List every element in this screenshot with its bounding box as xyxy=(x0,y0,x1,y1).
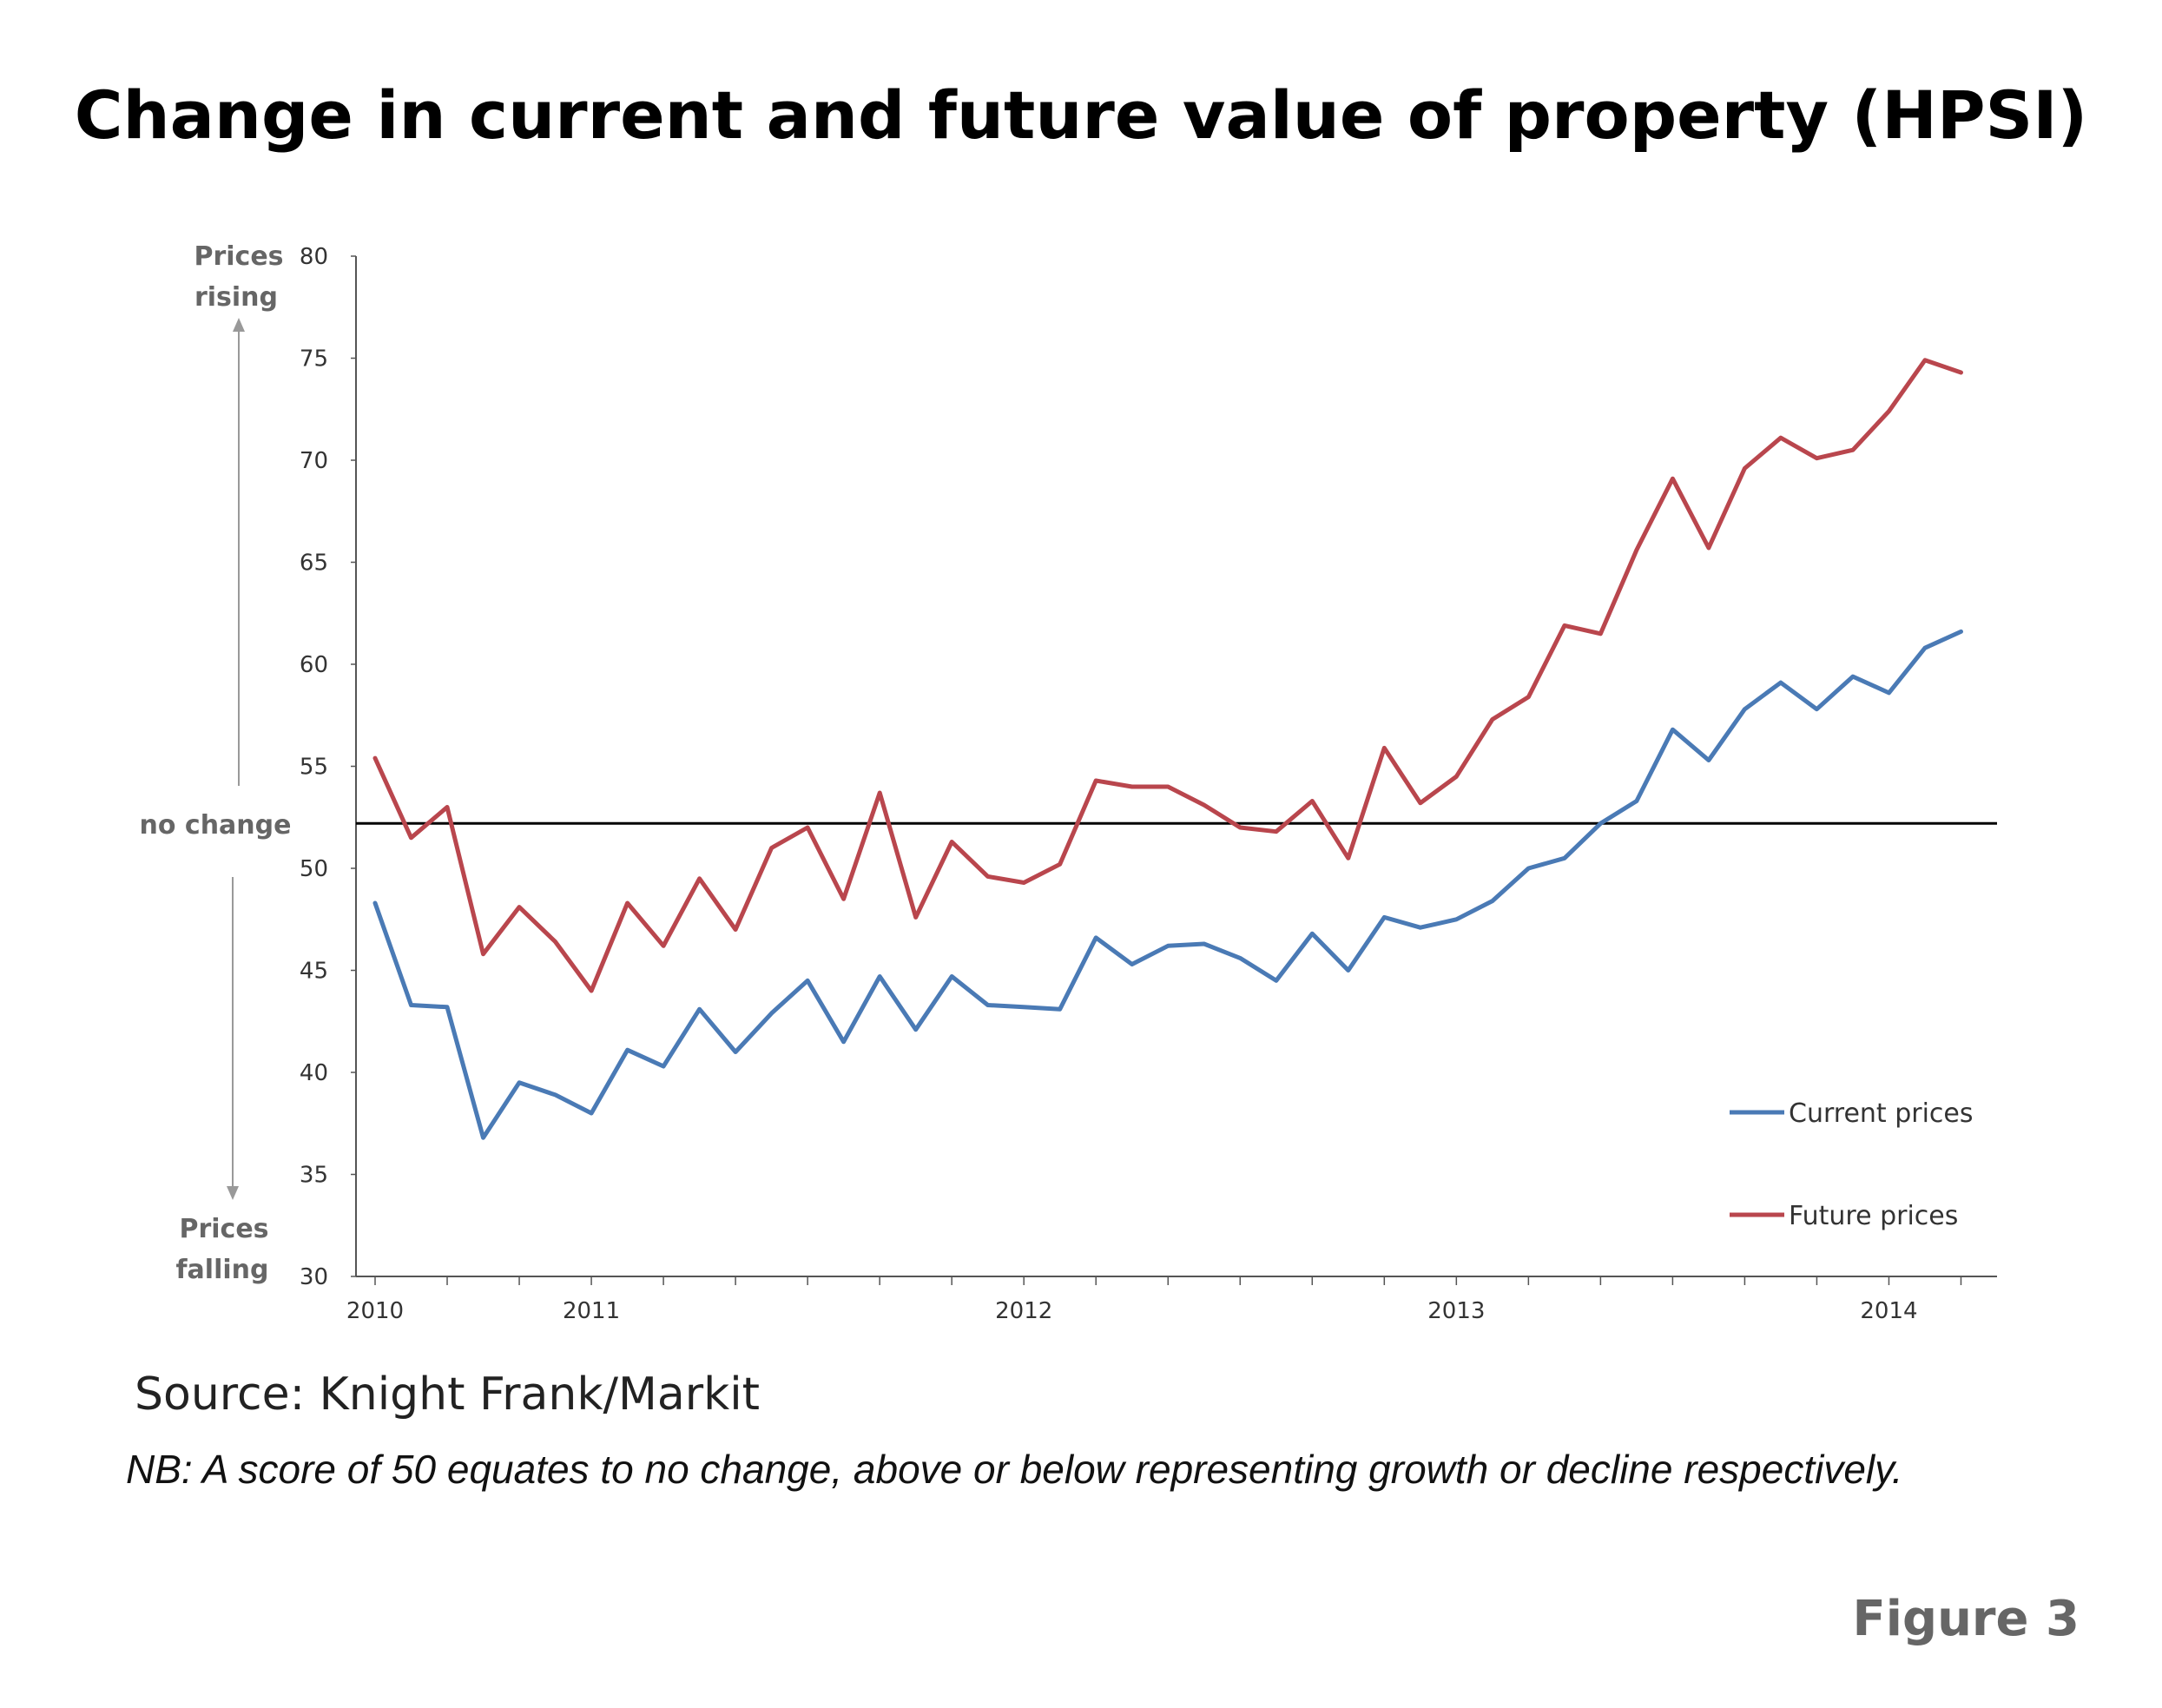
no-change-label: no change xyxy=(140,810,292,841)
down-arrow-icon xyxy=(227,1186,239,1200)
x-tick-label: 2012 xyxy=(995,1298,1052,1324)
y-tick-label: 30 xyxy=(300,1264,328,1290)
y-tick-label: 55 xyxy=(300,755,328,781)
x-tick-label: 2014 xyxy=(1860,1298,1917,1324)
y-tick-label: 50 xyxy=(300,856,328,882)
y-tick-label: 45 xyxy=(300,959,328,985)
chart-legend: Current prices Future prices xyxy=(1730,1098,1974,1231)
figure-label: Figure 3 xyxy=(1852,1591,2080,1647)
y-tick-label: 70 xyxy=(300,448,328,474)
chart-axes: 30 35 40 45 50 55 60 65 70 75 80 2010 2011 2012 2013 20… xyxy=(300,244,1997,1324)
series-group xyxy=(372,358,1963,1140)
prices-falling-label-line2: falling xyxy=(176,1255,269,1285)
series-line-current-prices xyxy=(372,629,1963,1140)
y-tick-label: 60 xyxy=(300,652,328,678)
x-tick-label: 2013 xyxy=(1427,1298,1485,1324)
note-text: NB: A score of 50 equates to no change, … xyxy=(126,1447,1903,1492)
prices-falling-label-line1: Prices xyxy=(179,1214,268,1244)
y-tick-label: 40 xyxy=(300,1060,328,1086)
up-arrow-icon xyxy=(233,318,245,332)
y-tick-label: 75 xyxy=(300,346,328,373)
legend-label: Future prices xyxy=(1789,1201,1958,1231)
legend-label: Current prices xyxy=(1789,1098,1974,1129)
prices-rising-label-line1: Prices xyxy=(194,241,283,272)
prices-rising-label-line2: rising xyxy=(194,282,278,313)
y-tick-label: 80 xyxy=(300,244,328,270)
x-tick-label: 2010 xyxy=(346,1298,404,1324)
chart-title: Change in current and future value of pr… xyxy=(74,76,2088,154)
x-tick-label: 2011 xyxy=(563,1298,620,1324)
source-text: Source: Knight Frank/Markit xyxy=(135,1368,761,1421)
series-line-future-prices xyxy=(372,358,1963,993)
y-tick-label: 35 xyxy=(300,1163,328,1189)
y-tick-label: 65 xyxy=(300,551,328,577)
y-annotations: Prices rising no change Prices falling xyxy=(140,241,292,1285)
